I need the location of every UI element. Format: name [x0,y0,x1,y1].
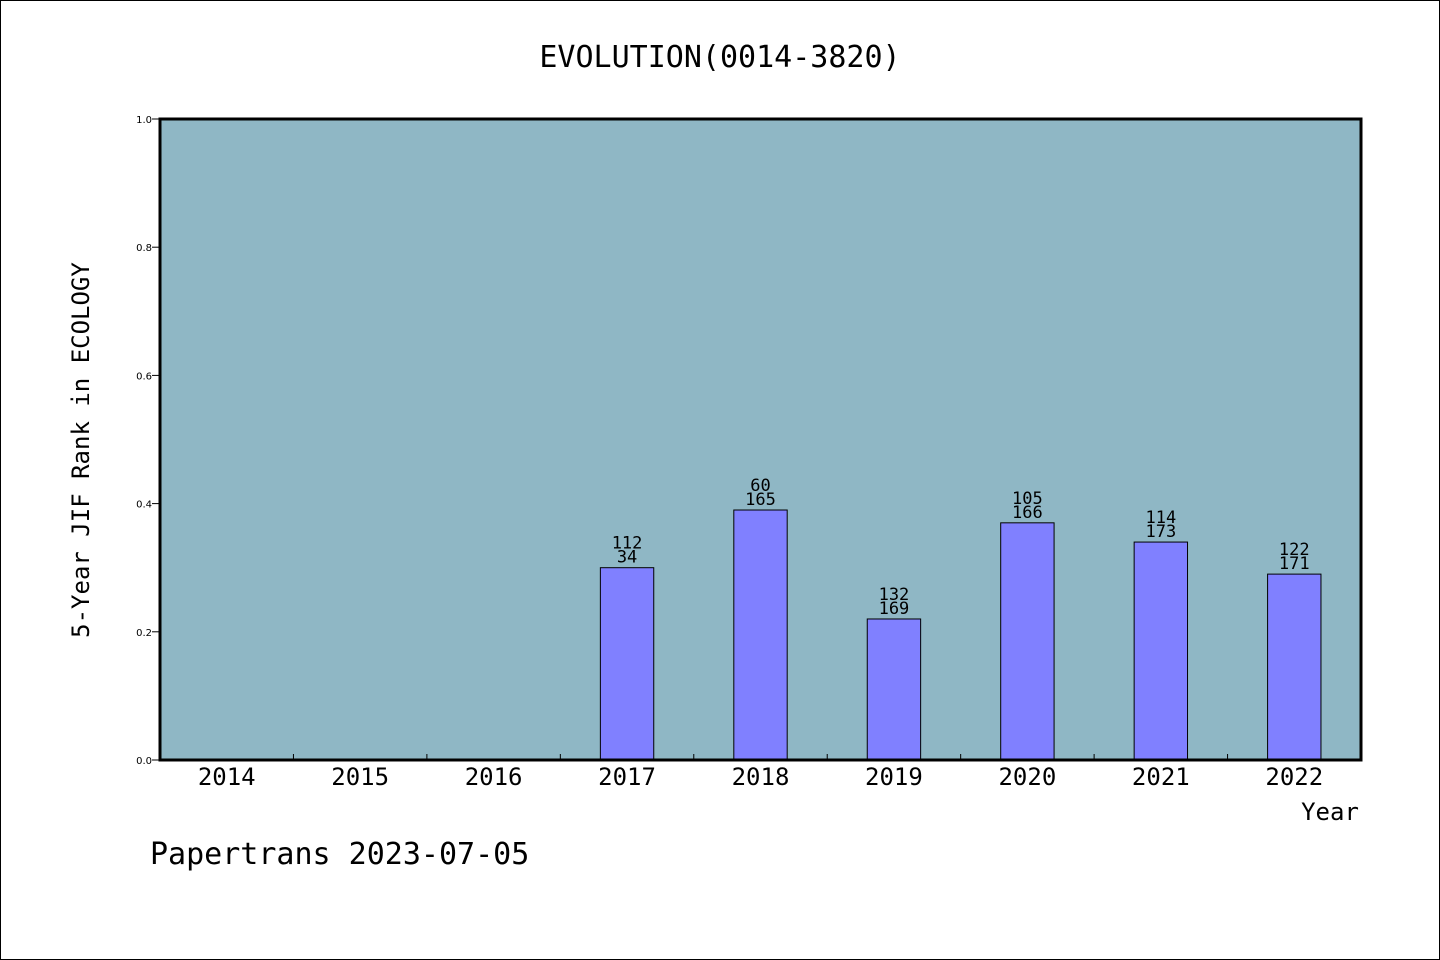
bar-2018 [733,509,788,761]
x-tick-label: 2019 [865,763,923,791]
x-tick-label: 2014 [198,763,256,791]
y-tick-label: 0.4 [136,500,152,511]
bar-label-top: 114 [1145,508,1176,528]
footer-credit: Papertrans 2023-07-05 [150,837,529,872]
bar-label-bottom: 165 [745,490,776,510]
bar-label-bottom: 169 [879,599,910,619]
plot-frame [158,117,1363,762]
bar-label-bottom: 173 [1145,522,1176,542]
bar-label-top: 122 [1279,540,1310,560]
bar-label-top: 60 [750,476,770,496]
bar-label-bottom: 34 [617,548,637,568]
bar-2017 [599,567,655,761]
bar-label-bottom: 171 [1279,554,1310,574]
bar-2020 [1000,522,1055,761]
bar-2022 [1267,573,1322,761]
x-tick-label: 2022 [1265,763,1323,791]
x-tick-label: 2017 [598,763,656,791]
y-tick-label: 1.0 [136,115,152,126]
bar-label-bottom: 166 [1012,503,1043,523]
y-axis: 0.0 0.2 0.4 0.6 0.8 1.0 [136,115,160,767]
x-tick-label: 2015 [331,763,389,791]
x-axis: 2014 2015 2016 2017 2018 2019 2020 2021 2022 [198,754,1323,791]
x-axis-label: Year [1301,798,1359,826]
bar-group [599,509,1322,761]
bar-label-top: 105 [1012,489,1043,509]
y-tick-label: 0.2 [136,628,152,639]
x-tick-label: 2021 [1132,763,1190,791]
bar-2021 [1133,541,1189,761]
bar-label-top: 132 [879,585,910,605]
chart-title: EVOLUTION(0014-3820) [539,40,900,75]
y-axis-label: 5-Year JIF Rank in ECOLOGY [67,262,95,638]
x-tick-label: 2016 [465,763,523,791]
bar-label-top: 112 [612,534,643,554]
x-tick-label: 2018 [732,763,790,791]
bar-2019 [866,618,922,761]
y-tick-label: 0.0 [136,756,152,767]
x-tick-label: 2020 [998,763,1056,791]
y-tick-label: 0.6 [136,371,152,382]
y-tick-label: 0.8 [136,243,152,254]
